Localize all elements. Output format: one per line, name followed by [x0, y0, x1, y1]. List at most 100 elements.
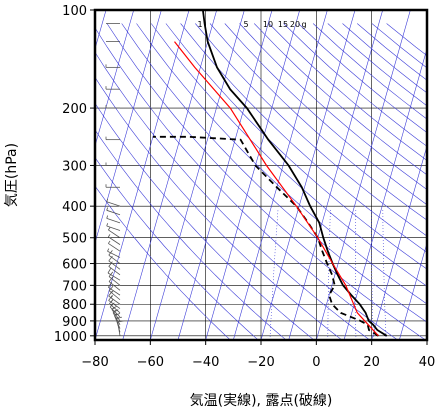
- wind-barb-flag: [108, 227, 111, 231]
- profile-line-1: [202, 10, 388, 337]
- wind-barb-flag: [108, 240, 111, 244]
- y-tick-label: 200: [62, 102, 87, 117]
- isotherm-line: [288, 10, 384, 340]
- mixing-ratio-label: 10: [263, 20, 273, 29]
- grid-layer: [95, 10, 427, 340]
- dry-adiabat-line: [95, 102, 315, 340]
- isotherm-line: [233, 10, 328, 340]
- wind-barb-flag: [106, 223, 109, 227]
- wind-barb: [105, 105, 120, 109]
- isotherm-line: [343, 47, 427, 340]
- isotherm-line: [95, 10, 190, 340]
- wind-barb-flag: [107, 248, 110, 252]
- isotherm-line: [399, 241, 427, 340]
- wind-barb-flag: [108, 290, 113, 297]
- wind-barb-staff: [108, 260, 121, 270]
- dry-adiabat-line: [239, 23, 427, 190]
- mixing-ratio-label: 5: [243, 20, 248, 29]
- x-axis-title: 気温(実線), 露点(破線): [190, 393, 333, 409]
- dry-adiabat-line: [95, 51, 370, 340]
- dry-adiabat-line: [327, 23, 427, 107]
- y-tick-label: 300: [62, 159, 87, 174]
- y-tick-label: 600: [62, 258, 87, 273]
- series-layer: [152, 10, 388, 337]
- wind-barb: [105, 136, 120, 141]
- wind-barb-staff: [108, 236, 121, 245]
- wind-barb: [108, 261, 121, 276]
- wind-barb: [108, 240, 121, 252]
- wind-barb-staff: [107, 250, 121, 258]
- wind-barb: [108, 290, 121, 305]
- dry-adiabat-line: [121, 23, 427, 323]
- wind-barb-flag: [106, 198, 109, 202]
- wind-barb-flag: [108, 285, 114, 292]
- isotherm-line: [95, 10, 135, 147]
- dry-adiabat-line: [357, 23, 427, 81]
- axis-layer: 1 5 10 15 20 g−80 −60 −40 −20 0 20 4010020030040050…: [54, 4, 435, 370]
- y-tick-label: 500: [62, 232, 87, 247]
- x-tick-label: 0: [312, 355, 320, 370]
- mixing-ratio-label: 20: [290, 20, 300, 29]
- wind-barb-flag: [108, 271, 114, 277]
- wind-barb: [105, 162, 120, 166]
- wind-barb: [105, 86, 120, 90]
- dry-adiabat-line: [150, 23, 427, 287]
- wind-barb-staff: [106, 225, 121, 231]
- wind-barb-staff: [106, 209, 121, 216]
- mixing-ratio-line: [382, 209, 387, 340]
- wind-barb-staff: [114, 315, 121, 329]
- x-tick-label: −40: [192, 355, 219, 370]
- wind-barb-flag: [108, 234, 111, 238]
- wind-barb-flag: [110, 295, 114, 299]
- wind-barb-flag: [106, 215, 109, 219]
- dry-adiabat-line: [106, 23, 426, 340]
- dry-adiabat-line: [268, 23, 427, 161]
- dry-adiabat-line: [95, 129, 287, 340]
- isotherm-line: [122, 10, 218, 340]
- wind-barb-layer: [105, 10, 124, 336]
- wind-barb-flag: [107, 267, 112, 274]
- mixing-ratio-label: 15: [278, 20, 288, 29]
- y-tick-label: 100: [62, 4, 87, 19]
- wind-barb: [107, 267, 121, 281]
- wind-barb: [108, 227, 121, 239]
- dry-adiabat-line: [253, 23, 427, 176]
- y-tick-label: 400: [62, 200, 87, 215]
- y-tick-label: 800: [62, 298, 87, 313]
- wind-barb-staff: [108, 254, 121, 264]
- wind-barb-staff: [108, 300, 121, 309]
- isotherm-line: [95, 10, 107, 50]
- profile-line-3: [174, 41, 379, 337]
- mixing-ratio-line: [327, 209, 331, 340]
- wind-barb: [108, 276, 121, 291]
- wind-barb-staff: [108, 276, 121, 286]
- wind-barb-staff: [108, 266, 121, 276]
- wind-barb: [107, 248, 121, 258]
- dry-adiabat-line: [95, 185, 231, 340]
- dry-adiabat-line: [224, 23, 427, 206]
- profile-line-2: [152, 135, 379, 337]
- mixing-ratio-line: [355, 209, 357, 340]
- dry-adiabat-line: [165, 23, 427, 270]
- x-tick-label: −60: [137, 355, 164, 370]
- wind-barb-flag: [108, 261, 113, 267]
- wind-barb: [106, 198, 121, 207]
- wind-barb-staff: [106, 218, 121, 224]
- wind-barb-staff: [112, 312, 121, 325]
- wind-barb-staff: [108, 229, 121, 239]
- x-tick-label: 20: [363, 355, 380, 370]
- wind-barb-staff: [106, 201, 121, 207]
- y-tick-label: 700: [62, 279, 87, 294]
- wind-barb: [106, 215, 121, 224]
- x-tick-label: −80: [81, 355, 108, 370]
- wind-barb-flag: [110, 299, 114, 303]
- x-tick-label: −20: [247, 355, 274, 370]
- wind-barb-staff: [108, 281, 121, 291]
- wind-barb-flag: [108, 295, 113, 301]
- dry-adiabat-line: [95, 156, 259, 340]
- wind-barb-flag: [106, 207, 109, 211]
- wind-barb-flag: [116, 316, 123, 320]
- dry-adiabat-line: [195, 23, 427, 237]
- wind-barb-staff: [109, 306, 121, 318]
